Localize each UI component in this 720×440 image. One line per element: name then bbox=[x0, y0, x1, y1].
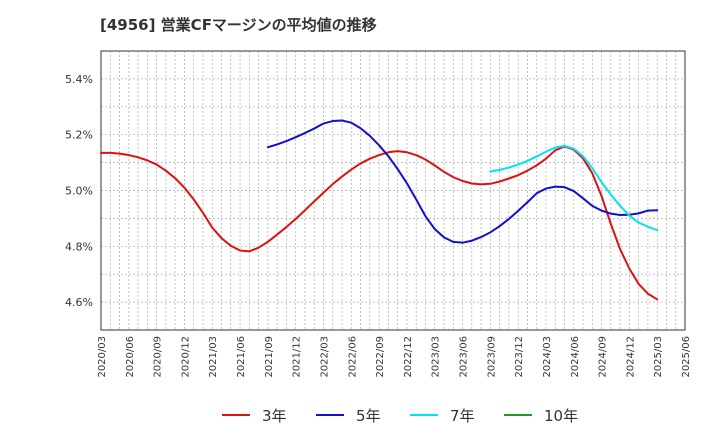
x-tick-label: 2023/12 bbox=[514, 336, 525, 378]
y-tick-label: 4.6% bbox=[65, 296, 93, 309]
legend-swatch bbox=[504, 414, 532, 416]
legend-label: 5年 bbox=[356, 406, 381, 425]
legend-item: 7年 bbox=[410, 400, 475, 430]
x-tick-label: 2022/06 bbox=[347, 336, 358, 378]
x-tick-label: 2020/03 bbox=[97, 336, 108, 378]
legend-swatch bbox=[410, 414, 438, 416]
y-tick-label: 4.8% bbox=[65, 240, 93, 253]
x-tick-label: 2024/12 bbox=[625, 336, 636, 378]
x-tick-label: 2021/03 bbox=[208, 336, 219, 378]
legend-swatch bbox=[316, 414, 344, 416]
grid-layer bbox=[101, 51, 685, 330]
x-tick-label: 2024/09 bbox=[598, 336, 609, 378]
x-tick-label: 2023/03 bbox=[431, 336, 442, 378]
y-axis-ticks: 4.6% 4.8% 5.0% 5.2% 5.4% bbox=[65, 73, 93, 309]
x-tick-label: 2022/09 bbox=[375, 336, 386, 378]
x-tick-label: 2021/09 bbox=[264, 336, 275, 378]
x-tick-label: 2023/09 bbox=[486, 336, 497, 378]
series-line-5年 bbox=[266, 119, 659, 244]
y-tick-label: 5.4% bbox=[65, 73, 93, 86]
legend-item: 10年 bbox=[504, 400, 578, 430]
series-layer bbox=[100, 119, 659, 301]
x-tick-label: 2020/09 bbox=[153, 336, 164, 378]
legend-label: 10年 bbox=[544, 406, 579, 425]
x-tick-label: 2025/06 bbox=[681, 336, 692, 378]
x-tick-label: 2022/12 bbox=[403, 336, 414, 378]
x-axis-ticks: 2020/03 2020/06 2020/09 2020/12 2021/03 2021/… bbox=[97, 336, 692, 378]
x-tick-label: 2024/03 bbox=[542, 336, 553, 378]
chart-title: [4956] 営業CFマージンの平均値の推移 bbox=[100, 16, 377, 34]
legend-item: 5年 bbox=[316, 400, 381, 430]
x-tick-label: 2025/03 bbox=[653, 336, 664, 378]
x-tick-label: 2023/06 bbox=[459, 336, 470, 378]
legend: 3年 5年 7年 10年 bbox=[0, 400, 720, 430]
legend-item: 3年 bbox=[222, 400, 287, 430]
plot-area: 4.6%4.8%5.0%5.2%5.4% 2020/03 2020/06 2020/… bbox=[65, 50, 692, 378]
y-tick-label: 5.0% bbox=[65, 185, 93, 198]
x-tick-label: 2021/06 bbox=[236, 336, 247, 378]
series-line-7年 bbox=[489, 144, 659, 232]
y-tick-label: 5.2% bbox=[65, 129, 93, 142]
x-tick-label: 2020/06 bbox=[125, 336, 136, 378]
legend-swatch bbox=[222, 414, 250, 416]
x-tick-label: 2021/12 bbox=[292, 336, 303, 378]
plot-border bbox=[100, 50, 686, 331]
legend-label: 3年 bbox=[262, 406, 287, 425]
x-tick-label: 2020/12 bbox=[180, 336, 191, 378]
legend-label: 7年 bbox=[450, 406, 475, 425]
x-tick-label: 2024/06 bbox=[570, 336, 581, 378]
x-tick-label: 2022/03 bbox=[319, 336, 330, 378]
